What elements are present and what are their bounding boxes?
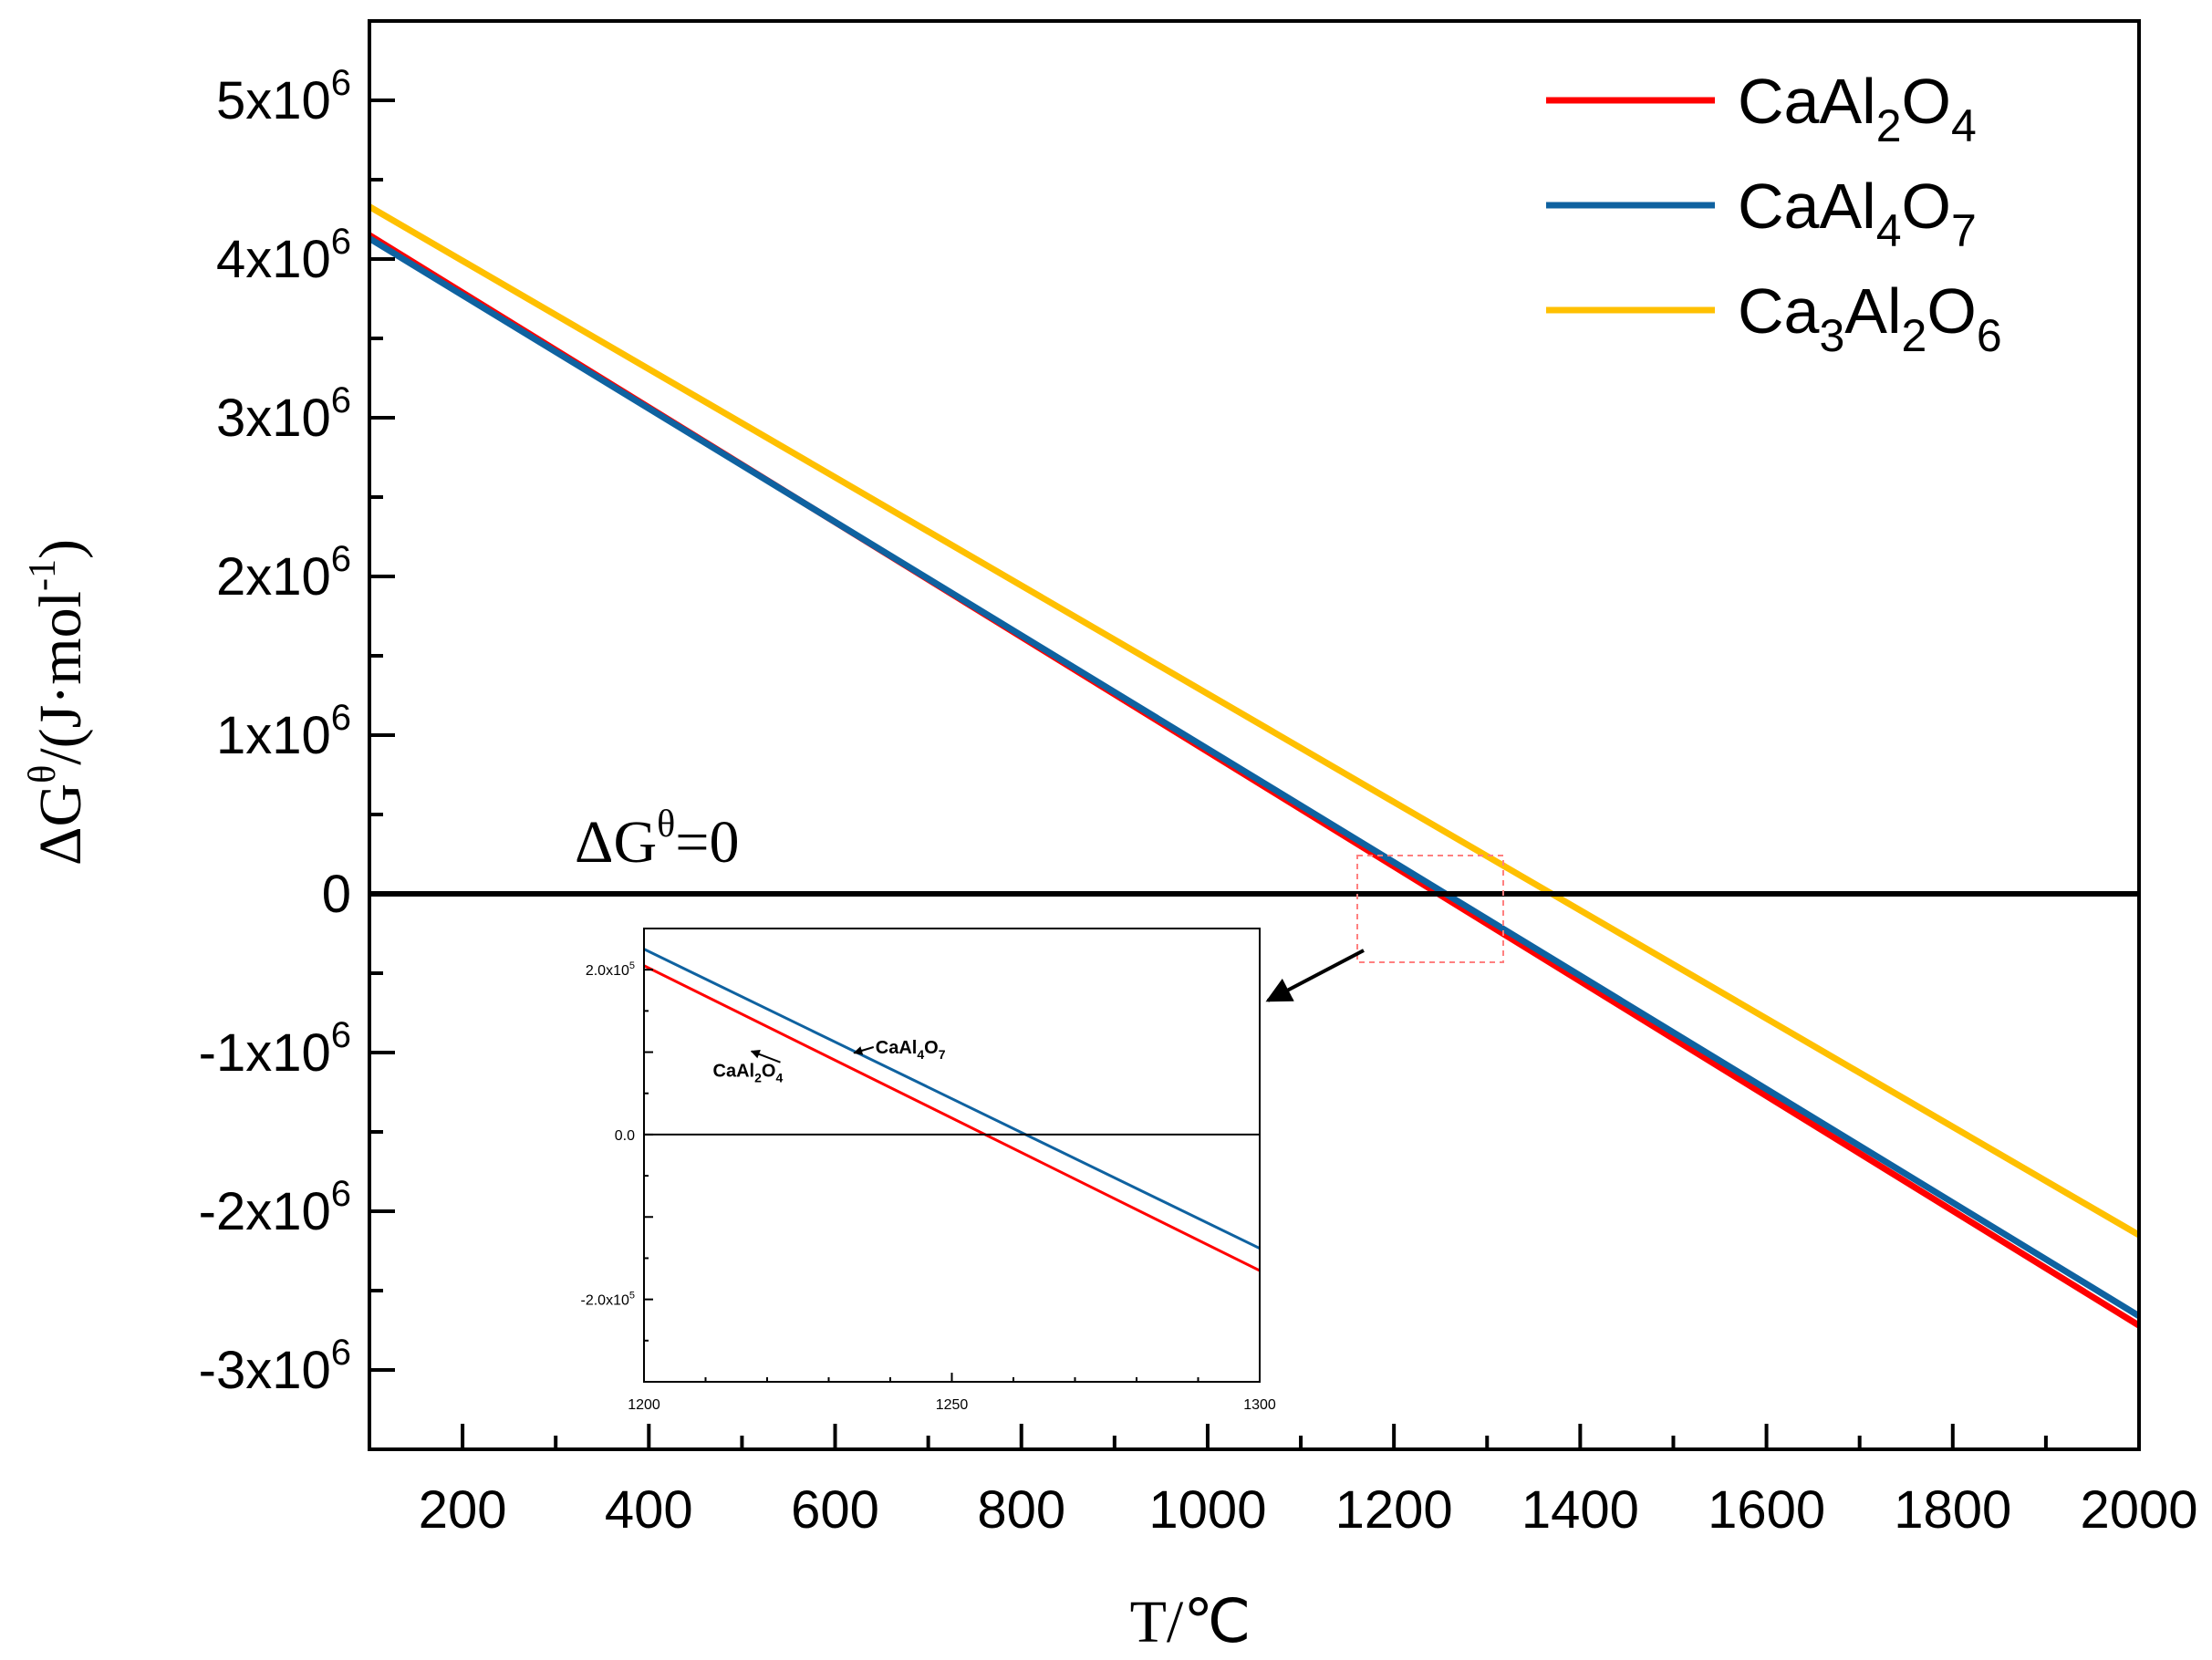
- zoom-arrow: [1265, 949, 1365, 1002]
- y-tick-label: 0: [322, 865, 351, 924]
- inset-x-tick-label: 1200: [628, 1397, 660, 1413]
- annotation-CaAl2O4: CaAl2​O4​: [713, 1062, 784, 1085]
- y-axis-title: ΔGθ/(J·mol-1): [22, 539, 94, 866]
- x-axis-title: T/℃: [1130, 1589, 1251, 1655]
- y-axis-ticks: [369, 19, 395, 1451]
- y-tick-label: 2x106​: [216, 539, 351, 607]
- x-tick-label: 1800: [1894, 1480, 2011, 1540]
- x-axis-tick-labels: 200 400 600 800 1000 1200 1400 1600 1800 2000: [419, 1480, 2198, 1540]
- annotation-arrow-CaAl2O4: [750, 1050, 781, 1063]
- x-tick-label: 600: [791, 1480, 879, 1540]
- annotation-CaAl4O7: CaAl4​O7​: [876, 1038, 946, 1062]
- inset-plot: 1200 1250 1300 2.0x105​ 0.0 -2.0x105​ CaAl4​…: [581, 928, 1276, 1413]
- x-axis-ticks: [368, 1424, 2141, 1449]
- y-tick-label: 5x106​: [216, 63, 351, 130]
- y-tick-label: 3x106​: [216, 380, 351, 448]
- inset-series-lines: [644, 948, 1260, 1272]
- x-tick-label: 1600: [1708, 1480, 1825, 1540]
- y-tick-label: -2x106​: [199, 1174, 351, 1241]
- inset-x-tick-label: 1300: [1243, 1397, 1276, 1413]
- x-tick-label: 2000: [2080, 1480, 2197, 1540]
- legend-label-Ca3Al2O6: Ca3​Al2​O6​: [1738, 275, 2002, 361]
- x-tick-label: 400: [605, 1480, 693, 1540]
- x-tick-label: 200: [419, 1480, 507, 1540]
- legend-label-CaAl4O7: CaAl4​O7​: [1738, 171, 1977, 256]
- inset-series-line-CaAl4O7: [644, 948, 1260, 1250]
- y-tick-label: -1x106​: [199, 1015, 351, 1083]
- inset-y-ticks: 2.0x105​ 0.0 -2.0x105​: [581, 928, 653, 1383]
- x-tick-label: 1200: [1335, 1480, 1453, 1540]
- inset-y-tick-label: -2.0x105​: [581, 1291, 636, 1309]
- main-plot: 200 400 600 800 1000 1200 1400 1600 1800 2000 5x1…: [199, 19, 2198, 1540]
- series-line-CaAl4O7: [369, 235, 2139, 1319]
- y-tick-label: -3x106​: [199, 1333, 351, 1400]
- inset-annotations: CaAl4​O7​ CaAl2​O4​: [713, 1038, 946, 1085]
- x-tick-label: 800: [977, 1480, 1065, 1540]
- annotation-arrow-CaAl4O7: [853, 1046, 875, 1055]
- legend: CaAl2​O4​ CaAl4​O7​ Ca3​Al2​O6​: [1546, 66, 2002, 361]
- y-tick-label: 1x106​: [216, 698, 351, 765]
- inset-x-tick-label: 1250: [936, 1397, 969, 1413]
- x-tick-label: 1000: [1148, 1480, 1266, 1540]
- inset-y-tick-label: 2.0x105​: [586, 960, 635, 979]
- series-line-Ca3Al2O6: [369, 203, 2139, 1239]
- inset-series-line-CaAl2O4: [644, 964, 1260, 1272]
- zero-line-label: ΔGθ=0: [575, 804, 739, 876]
- inset-x-ticks: 1200 1250 1300: [628, 1373, 1276, 1413]
- y-tick-label: 4x106​: [216, 222, 351, 289]
- x-tick-label: 1400: [1521, 1480, 1639, 1540]
- legend-label-CaAl2O4: CaAl2​O4​: [1738, 66, 1977, 151]
- zoom-region-marker: [1356, 855, 1504, 963]
- inset-y-tick-label: 0.0: [615, 1128, 635, 1144]
- y-axis-tick-labels: 5x106​ 4x106​ 3x106​ 2x106​ 1x106​ 0 -1x106​ -2…: [199, 63, 351, 1400]
- series-lines: [369, 203, 2139, 1329]
